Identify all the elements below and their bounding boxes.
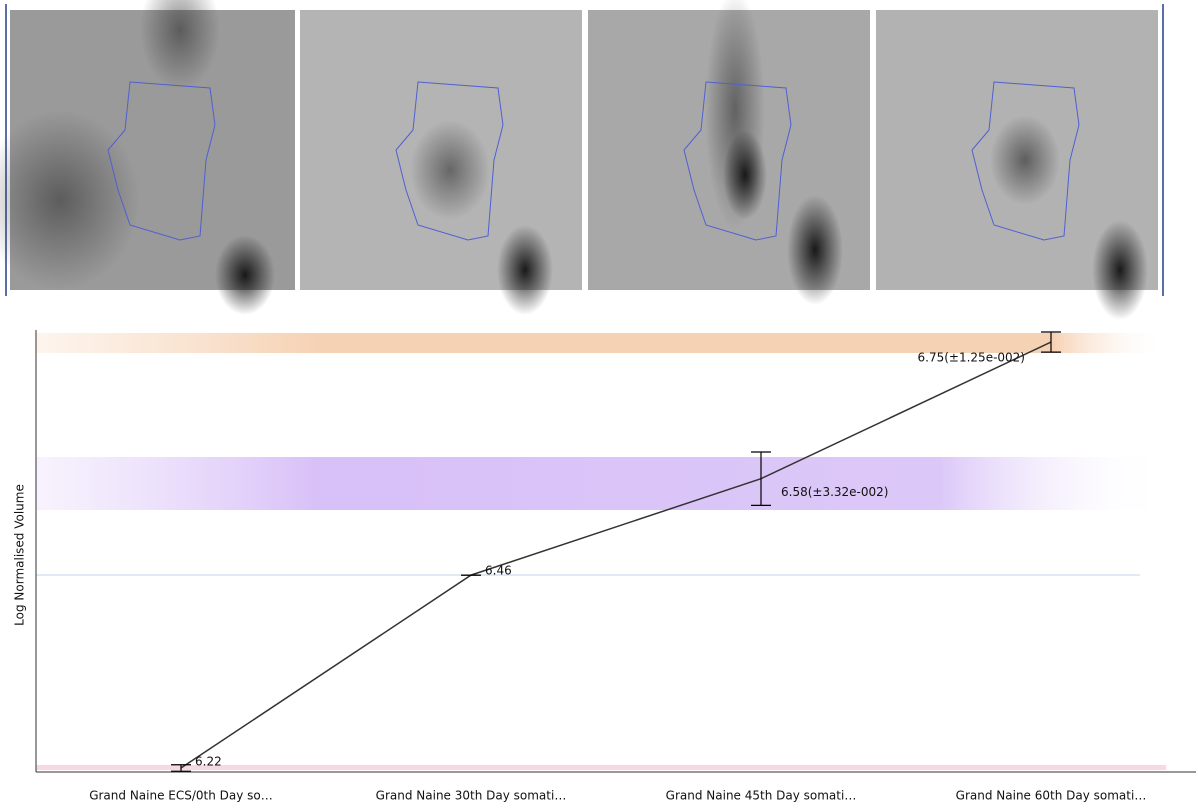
bands	[36, 333, 1166, 770]
gel-image[interactable]	[0, 0, 295, 315]
value-label: 6.75(±1.25e-002)	[918, 351, 1025, 365]
gel-image[interactable]	[588, 0, 870, 305]
error-bar	[1041, 331, 1061, 353]
error-bar	[171, 764, 191, 772]
y-axis-label: Log Normalised Volume	[13, 484, 27, 626]
gel-images	[0, 0, 1164, 320]
x-tick-label: Grand Naine 60th Day somati…	[956, 789, 1147, 803]
line	[180, 341, 1052, 769]
error-bar	[751, 451, 771, 506]
x-tick-label: Grand Naine 30th Day somati…	[376, 789, 567, 803]
x-tick-label: Grand Naine ECS/0th Day so…	[89, 789, 273, 803]
gel-image[interactable]	[876, 10, 1158, 320]
value-label: 6.58(±3.32e-002)	[781, 485, 888, 499]
value-label: 6.46	[485, 564, 512, 578]
gel-image[interactable]	[300, 10, 582, 315]
x-tick-label: Grand Naine 45th Day somati…	[666, 789, 857, 803]
value-label: 6.22	[195, 754, 222, 768]
